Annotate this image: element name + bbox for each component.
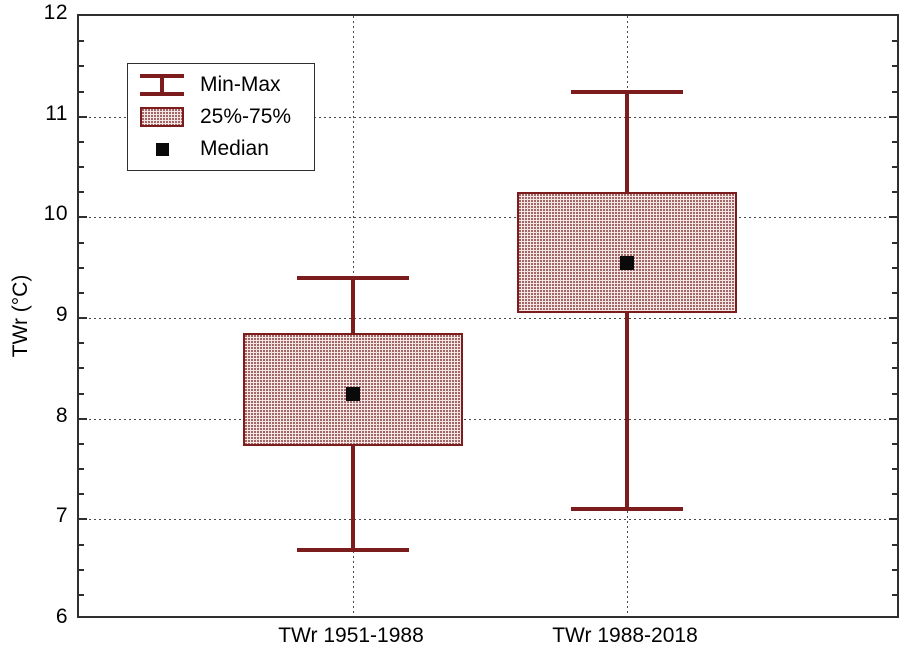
minor-tick-right-9.75	[892, 241, 897, 244]
legend-label-25-75: 25%-75%	[200, 105, 292, 128]
minor-tick-right-6.50	[892, 568, 897, 571]
iqr-box-1951-1988	[243, 333, 463, 446]
minor-tick-right-9.50	[892, 266, 897, 269]
minor-tick-left-9.50	[79, 266, 84, 269]
minor-tick-right-11.25	[892, 90, 897, 93]
major-tick-left-10.00	[79, 216, 87, 219]
y-gridline-7	[79, 519, 897, 521]
minor-tick-right-7.25	[892, 493, 897, 496]
median-marker-1951-1988	[346, 386, 360, 401]
minor-tick-right-6.75	[892, 543, 897, 546]
legend-item-minmax: Min-Max	[138, 70, 314, 100]
y-gridline-8	[79, 418, 897, 420]
x-category-label-1988-2018: TWr 1988-2018	[552, 624, 698, 647]
minor-tick-right-7.50	[892, 468, 897, 470]
minor-tick-right-6.25	[892, 593, 897, 596]
y-tick-label-8: 8	[55, 403, 68, 427]
minor-tick-left-7.75	[79, 442, 84, 445]
minor-tick-left-11.25	[79, 90, 84, 93]
minor-tick-left-6.75	[79, 543, 84, 546]
minor-tick-right-10.75	[892, 140, 897, 143]
minor-tick-left-8.50	[79, 367, 84, 370]
iqr-box-1988-2018	[517, 192, 737, 313]
min-cap-1951-1988	[297, 547, 409, 552]
minor-tick-left-7.50	[79, 468, 84, 470]
median-square-icon	[138, 142, 186, 156]
legend-item-25-75: 25%-75%	[138, 102, 314, 132]
min-cap-1988-2018	[571, 507, 683, 512]
major-tick-right-7.00	[889, 518, 897, 521]
legend: Min-Max 25%-75% Median	[127, 63, 315, 171]
minor-tick-left-9.25	[79, 291, 84, 294]
minor-tick-left-8.75	[79, 342, 84, 345]
minor-tick-right-8.25	[892, 392, 897, 395]
legend-item-median: Median	[138, 134, 314, 164]
legend-label-median: Median	[200, 137, 269, 160]
y-gridline-11	[79, 116, 897, 118]
y-tick-label-6: 6	[55, 605, 68, 629]
max-cap-1988-2018	[571, 89, 683, 94]
y-gridline-9	[79, 318, 897, 319]
minor-tick-left-8.25	[79, 392, 84, 395]
legend-label-minmax: Min-Max	[200, 73, 281, 96]
minor-tick-left-7.25	[79, 493, 84, 496]
minor-tick-left-10.25	[79, 191, 84, 194]
major-tick-right-11.00	[889, 115, 897, 118]
y-tick-label-11: 11	[45, 101, 68, 125]
minor-tick-left-6.25	[79, 593, 84, 596]
minor-tick-left-10.75	[79, 140, 84, 143]
minor-tick-left-10.50	[79, 166, 84, 168]
minor-tick-left-6.50	[79, 568, 84, 571]
y-tick-label-10: 10	[43, 202, 68, 226]
minor-tick-left-9.75	[79, 241, 84, 244]
y-tick-label-7: 7	[55, 504, 68, 528]
y-gridline-10	[79, 217, 897, 219]
box-25-75-icon	[138, 107, 186, 127]
minor-tick-right-10.50	[892, 166, 897, 168]
major-tick-left-11.00	[79, 115, 87, 118]
max-cap-1951-1988	[297, 275, 409, 280]
minor-tick-right-10.25	[892, 191, 897, 194]
major-tick-left-9.00	[79, 317, 87, 319]
minor-tick-right-7.75	[892, 442, 897, 445]
x-category-label-1951-1988: TWr 1951-1988	[278, 624, 424, 647]
plot-area: Min-Max 25%-75% Median	[77, 14, 899, 618]
minor-tick-right-8.50	[892, 367, 897, 370]
minmax-whisker-icon	[138, 74, 186, 96]
median-marker-1988-2018	[620, 255, 634, 270]
minor-tick-right-8.75	[892, 342, 897, 345]
minor-tick-left-11.75	[79, 40, 84, 43]
y-tick-label-9: 9	[55, 303, 68, 327]
minor-tick-right-11.50	[892, 65, 897, 68]
minor-tick-right-11.75	[892, 40, 897, 43]
major-tick-left-7.00	[79, 518, 87, 521]
major-tick-right-8.00	[889, 417, 897, 420]
minor-tick-right-9.25	[892, 291, 897, 294]
minor-tick-left-11.50	[79, 65, 84, 68]
major-tick-right-9.00	[889, 317, 897, 319]
major-tick-left-8.00	[79, 417, 87, 420]
major-tick-right-10.00	[889, 216, 897, 219]
y-tick-label-12: 12	[43, 1, 68, 25]
